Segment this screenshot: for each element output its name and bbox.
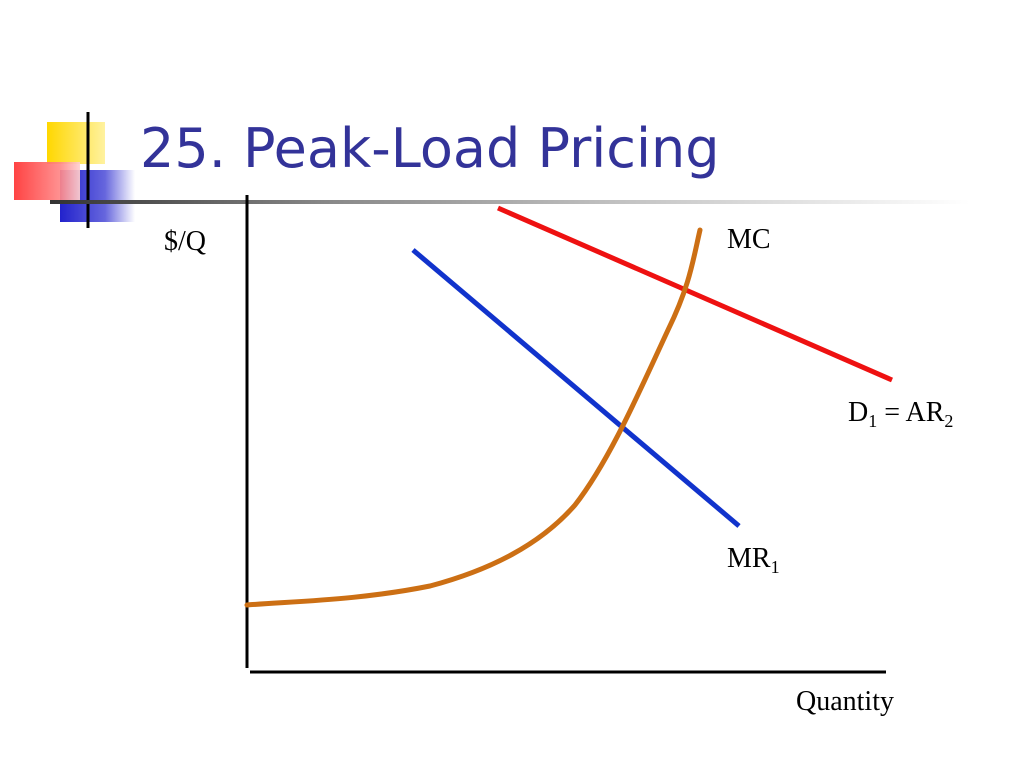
- demand-label-sub2: 2: [944, 411, 954, 431]
- mr-label-main: MR: [727, 543, 771, 574]
- mc-curve-label: MC: [727, 224, 771, 255]
- x-axis-label: Quantity: [796, 686, 894, 717]
- marginal-cost-curve: [244, 227, 703, 608]
- marginal-revenue-curve-mr1: [411, 248, 741, 528]
- demand-label-main: D: [848, 397, 869, 428]
- demand-curve-d1: [496, 205, 894, 383]
- demand-label-eq: = AR: [877, 397, 945, 428]
- title-underline: [50, 200, 970, 204]
- mr-curve-label: MR1: [727, 543, 780, 577]
- mr-label-sub: 1: [770, 557, 780, 577]
- demand-curve-label: D1 = AR2: [848, 397, 953, 431]
- demand-label-sub1: 1: [868, 411, 878, 431]
- decorative-corner-squares: [14, 112, 135, 228]
- yellow-square: [47, 122, 105, 164]
- red-square: [14, 162, 80, 200]
- y-axis-label: $/Q: [164, 226, 206, 257]
- slide-title: 25. Peak-Load Pricing: [140, 117, 720, 180]
